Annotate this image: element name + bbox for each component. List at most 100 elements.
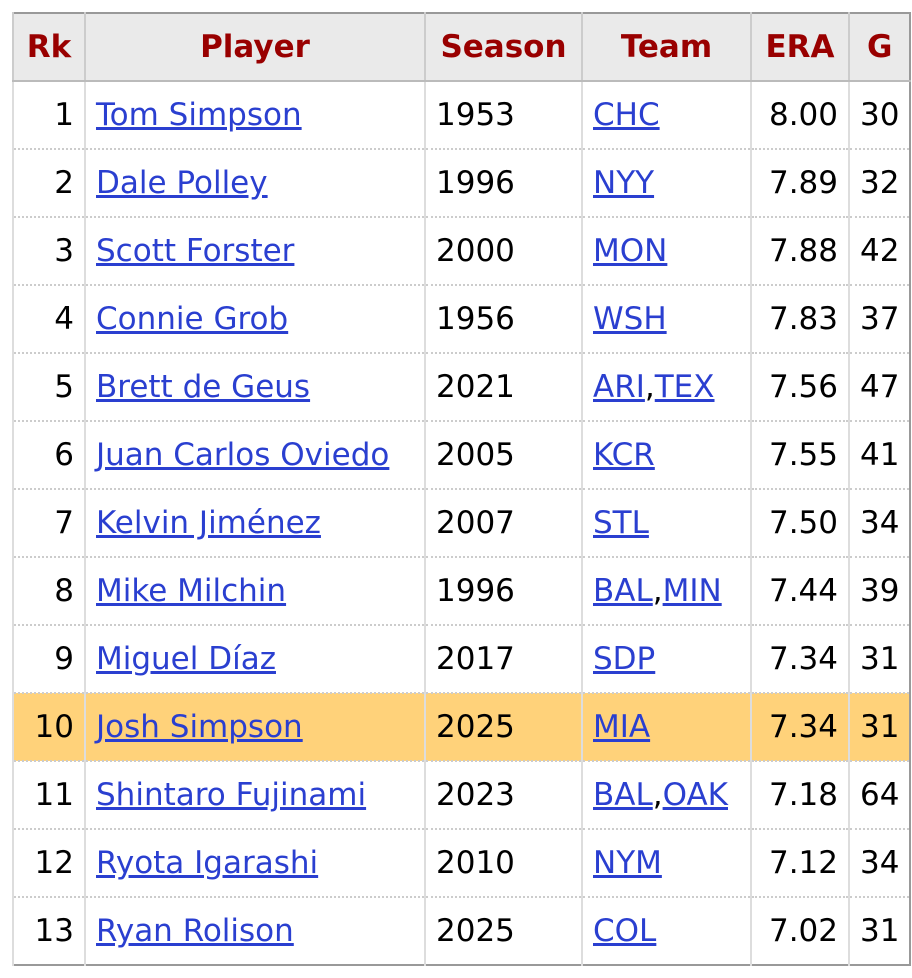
era-cell: 7.34	[750, 693, 849, 762]
player-link[interactable]: Dale Polley	[96, 165, 268, 201]
player-link[interactable]: Juan Carlos Oviedo	[96, 437, 390, 473]
team-cell: BAL,OAK	[581, 761, 751, 830]
era-cell: 7.89	[750, 149, 849, 218]
rank-cell: 12	[12, 829, 85, 898]
player-cell: Mike Milchin	[84, 557, 425, 626]
team-link[interactable]: STL	[593, 505, 649, 541]
team-link[interactable]: COL	[593, 913, 657, 949]
season-cell: 1956	[424, 285, 582, 354]
season-cell: 2010	[424, 829, 582, 898]
season-cell: 2025	[424, 897, 582, 966]
player-link[interactable]: Ryota Igarashi	[96, 845, 319, 881]
season-cell: 1996	[424, 557, 582, 626]
era-cell: 7.18	[750, 761, 849, 830]
player-cell: Juan Carlos Oviedo	[84, 421, 425, 490]
player-link[interactable]: Tom Simpson	[96, 97, 302, 133]
team-link[interactable]: MIA	[593, 709, 651, 745]
team-link[interactable]: MIN	[662, 573, 722, 609]
era-cell: 8.00	[750, 81, 849, 150]
player-link[interactable]: Shintaro Fujinami	[96, 777, 367, 813]
table-row: 5 Brett de Geus 2021 ARI,TEX 7.56 47	[12, 353, 911, 422]
team-link[interactable]: ARI	[593, 369, 645, 405]
team-link[interactable]: BAL	[593, 777, 653, 813]
rank-cell: 13	[12, 897, 85, 966]
player-link[interactable]: Scott Forster	[96, 233, 295, 269]
player-link[interactable]: Mike Milchin	[96, 573, 287, 609]
team-cell: NYY	[581, 149, 751, 218]
season-cell: 2021	[424, 353, 582, 422]
team-cell: SDP	[581, 625, 751, 694]
player-cell: Josh Simpson	[84, 693, 425, 762]
team-link[interactable]: CHC	[593, 97, 660, 133]
games-cell: 34	[847, 489, 911, 558]
season-cell: 2005	[424, 421, 582, 490]
season-cell: 1996	[424, 149, 582, 218]
player-cell: Connie Grob	[84, 285, 425, 354]
era-cell: 7.56	[750, 353, 849, 422]
player-link[interactable]: Miguel Díaz	[96, 641, 276, 677]
rank-cell: 3	[12, 217, 85, 286]
rank-cell: 7	[12, 489, 85, 558]
games-cell: 31	[847, 897, 911, 966]
team-link[interactable]: KCR	[593, 437, 655, 473]
column-header: Season	[424, 13, 582, 82]
team-link[interactable]: BAL	[593, 573, 653, 609]
games-cell: 37	[847, 285, 911, 354]
stats-table: Rk Player Season Team ERA G 1 Tom Simpson 1953 C…	[12, 12, 912, 966]
table-row: 13 Ryan Rolison 2025 COL 7.02 31	[12, 897, 911, 966]
team-separator: ,	[652, 573, 663, 609]
team-link[interactable]: WSH	[593, 301, 667, 337]
player-link[interactable]: Josh Simpson	[96, 709, 303, 745]
games-cell: 30	[847, 81, 911, 150]
games-cell: 31	[847, 693, 911, 762]
rank-cell: 9	[12, 625, 85, 694]
era-cell: 7.34	[750, 625, 849, 694]
era-cell: 7.50	[750, 489, 849, 558]
player-cell: Miguel Díaz	[84, 625, 425, 694]
games-cell: 41	[847, 421, 911, 490]
team-link[interactable]: NYM	[593, 845, 662, 881]
team-cell: COL	[581, 897, 751, 966]
team-link[interactable]: TEX	[654, 369, 715, 405]
era-cell: 7.44	[750, 557, 849, 626]
team-link[interactable]: SDP	[593, 641, 656, 677]
rank-cell: 5	[12, 353, 85, 422]
team-cell: MON	[581, 217, 751, 286]
rank-cell: 11	[12, 761, 85, 830]
team-separator: ,	[644, 369, 655, 405]
rank-cell: 8	[12, 557, 85, 626]
team-cell: STL	[581, 489, 751, 558]
column-header: Rk	[12, 13, 85, 82]
season-cell: 2025	[424, 693, 582, 762]
season-cell: 2023	[424, 761, 582, 830]
season-cell: 2000	[424, 217, 582, 286]
player-cell: Ryota Igarashi	[84, 829, 425, 898]
team-link[interactable]: MON	[593, 233, 668, 269]
games-cell: 47	[847, 353, 911, 422]
player-link[interactable]: Kelvin Jiménez	[96, 505, 321, 541]
player-link[interactable]: Connie Grob	[96, 301, 289, 337]
table-row: 11 Shintaro Fujinami 2023 BAL,OAK 7.18 64	[12, 761, 911, 830]
player-cell: Dale Polley	[84, 149, 425, 218]
games-cell: 39	[847, 557, 911, 626]
player-cell: Shintaro Fujinami	[84, 761, 425, 830]
team-link[interactable]: NYY	[593, 165, 655, 201]
rank-cell: 6	[12, 421, 85, 490]
rank-cell: 2	[12, 149, 85, 218]
player-cell: Scott Forster	[84, 217, 425, 286]
table-row: 2 Dale Polley 1996 NYY 7.89 32	[12, 149, 911, 218]
rank-cell: 10	[12, 693, 85, 762]
table-row: 8 Mike Milchin 1996 BAL,MIN 7.44 39	[12, 557, 911, 626]
rank-cell: 4	[12, 285, 85, 354]
team-cell: NYM	[581, 829, 751, 898]
team-cell: ARI,TEX	[581, 353, 751, 422]
player-link[interactable]: Ryan Rolison	[96, 913, 294, 949]
player-link[interactable]: Brett de Geus	[96, 369, 311, 405]
table-row: 9 Miguel Díaz 2017 SDP 7.34 31	[12, 625, 911, 694]
table-row: 4 Connie Grob 1956 WSH 7.83 37	[12, 285, 911, 354]
team-link[interactable]: OAK	[662, 777, 728, 813]
season-cell: 2017	[424, 625, 582, 694]
table-row: 12 Ryota Igarashi 2010 NYM 7.12 34	[12, 829, 911, 898]
era-cell: 7.88	[750, 217, 849, 286]
